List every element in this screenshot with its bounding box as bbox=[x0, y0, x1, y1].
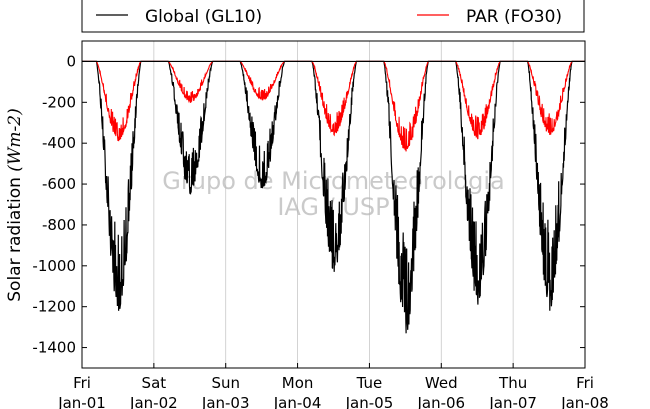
plot-area bbox=[82, 41, 585, 368]
x-tick-date: Jan-06 bbox=[416, 394, 465, 409]
y-axis-label: Solar radiation (Wm-2) bbox=[5, 108, 25, 301]
y-tick-label: -1200 bbox=[32, 298, 76, 316]
series-line-global bbox=[82, 60, 585, 334]
y-tick-label: -400 bbox=[42, 134, 76, 152]
series-layer bbox=[82, 60, 585, 334]
plot-frame bbox=[81, 40, 586, 369]
x-tick-date: Jan-07 bbox=[488, 394, 537, 409]
y-tick-label: -800 bbox=[42, 216, 76, 234]
series-line-par bbox=[82, 60, 585, 152]
x-tick-day: Tue bbox=[356, 374, 383, 392]
legend-label-global: Global (GL10) bbox=[145, 7, 262, 27]
x-tick-date: Jan-08 bbox=[560, 394, 609, 409]
x-tick-day: Sat bbox=[142, 374, 167, 392]
x-tick-date: Jan-02 bbox=[129, 394, 178, 409]
x-tick-day: Fri bbox=[576, 374, 594, 392]
x-tick-day: Fri bbox=[73, 374, 91, 392]
x-tick-date: Jan-01 bbox=[57, 394, 106, 409]
legend: Global (GL10) PAR (FO30) bbox=[81, 0, 585, 33]
y-tick-label: -1000 bbox=[32, 257, 76, 275]
y-axis-unit: (Wm-2) bbox=[5, 108, 25, 171]
x-tick-date: Jan-05 bbox=[345, 394, 394, 409]
x-tick-day: Wed bbox=[425, 374, 458, 392]
legend-label-par: PAR (FO30) bbox=[466, 7, 562, 27]
y-tick-label: 0 bbox=[66, 52, 76, 70]
x-axis: Fri Jan-01 Sat Jan-02 Sun Jan-03 Mon Jan-04 Tue J… bbox=[57, 363, 609, 409]
x-tick-day: Mon bbox=[282, 374, 314, 392]
y-tick-label: -1400 bbox=[32, 339, 76, 357]
watermark-line: Grupo de Micrometeorologia bbox=[162, 167, 504, 195]
x-tick-day: Thu bbox=[498, 374, 527, 392]
x-tick-date: Jan-03 bbox=[201, 394, 250, 409]
grid bbox=[153, 41, 514, 368]
y-tick-label: -600 bbox=[42, 175, 76, 193]
x-tick-day: Sun bbox=[211, 374, 240, 392]
y-tick-label: -200 bbox=[42, 93, 76, 111]
x-tick-date: Jan-04 bbox=[273, 394, 322, 409]
y-axis: 0 -200 -400 -600 -800 -1000 -1200 -1400 bbox=[32, 52, 585, 357]
